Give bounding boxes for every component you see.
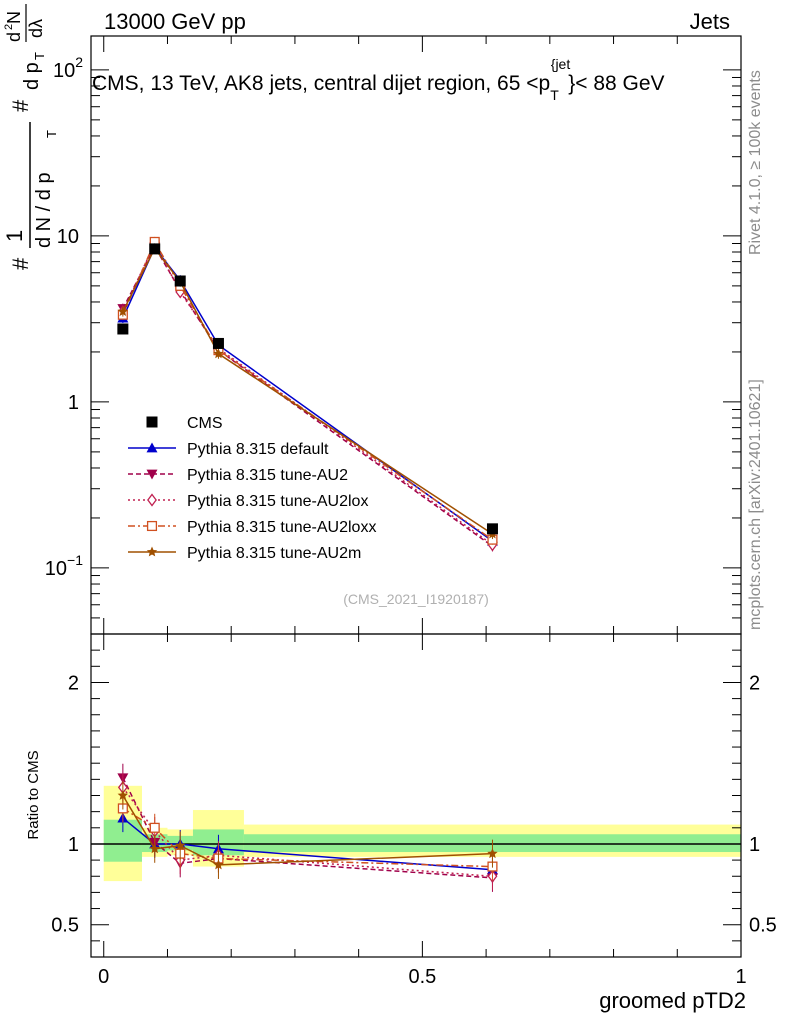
legend: CMS Pythia 8.315 default Pythia 8.315 tune… [128, 415, 376, 562]
ratio-series-line [122, 786, 493, 878]
y-tick-label: 0.5 [51, 915, 79, 937]
main-y-axis-label: # 1 d N / d p T # d p T d 2 N dλ [2, 4, 59, 270]
ratio-panel-axes: 0 0.5 1 0.5 0.5 1 1 2 2 [51, 633, 777, 988]
ratio-series-point [149, 843, 160, 854]
y-tick-label: 1 [68, 392, 79, 414]
y-tick-label: 10−1 [45, 552, 83, 580]
y-tick-label: 102 [53, 54, 83, 82]
series-point [117, 306, 129, 316]
ratio-series-point [487, 848, 498, 859]
rivet-version-label: Rivet 4.1.0, ≥ 100k events [747, 70, 764, 255]
y-tick-label: 1 [68, 834, 79, 856]
analysis-watermark: (CMS_2021_I1920187) [343, 591, 489, 607]
y-tick-label: 2 [68, 672, 79, 694]
ylabel-dpt: d p [21, 62, 43, 90]
x-tick-label: 0 [98, 966, 109, 988]
header-jets: Jets [690, 9, 730, 34]
ratio-y-axis-label: Ratio to CMS [25, 750, 42, 839]
y-tick-label-right: 2 [749, 672, 760, 694]
main-title: CMS, 13 TeV, AK8 jets, central dijet reg… [92, 56, 665, 103]
ratio-series-point [175, 840, 186, 850]
ratio-series-point [149, 822, 160, 833]
legend-label: CMS [187, 415, 223, 432]
ratio-uncertainty-bands [91, 785, 742, 882]
title-prefix: CMS, 13 TeV, AK8 jets, central dijet reg… [92, 72, 550, 95]
series-point [213, 348, 224, 359]
title-sub: T [550, 87, 559, 103]
legend-marker [146, 442, 158, 453]
main-panel-series [117, 236, 498, 552]
cms-data-point [149, 243, 161, 255]
ylabel-hash2: # [8, 99, 33, 112]
ylabel-one: 1 [2, 230, 27, 242]
ylabel-dlambda: dλ [26, 19, 46, 38]
ratio-panel-series [117, 763, 498, 892]
ratio-series-point [117, 790, 129, 800]
main-panel-axes: 10−1 1 10 102 [45, 35, 742, 635]
title-sup: {jet [551, 56, 571, 72]
x-tick-label: 1 [735, 966, 746, 988]
legend-marker [146, 469, 158, 480]
ratio-series-point [213, 859, 224, 870]
cms-data-point [117, 323, 129, 335]
legend-marker [147, 493, 157, 507]
x-tick-label: 0.5 [408, 966, 436, 988]
legend-label: Pythia 8.315 tune-AU2 [187, 467, 348, 484]
header-energy: 13000 GeV pp [104, 9, 246, 34]
ylabel-denominator-sub: T [44, 130, 59, 138]
ylabel-d2-exp: 2 [3, 24, 15, 30]
y-tick-label-right: 0.5 [749, 915, 777, 937]
ylabel-hash1: # [8, 257, 33, 270]
legend-marker [146, 546, 158, 557]
legend-label: Pythia 8.315 default [187, 441, 329, 458]
ratio-frame [90, 633, 742, 958]
legend-label: Pythia 8.315 tune-AU2loxx [187, 519, 376, 536]
mcplots-label: mcplots.cern.ch [arXiv:2401.10621] [747, 379, 764, 630]
cms-data-point [212, 337, 224, 349]
ylabel-denominator: d N / d p [33, 172, 55, 248]
ylabel-d2: d [4, 32, 24, 42]
x-axis-label: groomed pTD2 [599, 988, 746, 1013]
cms-data-point [174, 275, 186, 287]
legend-label: Pythia 8.315 tune-AU2m [187, 545, 361, 562]
legend-marker [146, 520, 158, 532]
cms-data-point [486, 523, 498, 535]
ylabel-dpt-sub: T [32, 52, 47, 60]
y-tick-label-right: 1 [749, 834, 760, 856]
y-tick-label: 10 [57, 226, 79, 248]
title-suffix: }< 88 GeV [568, 72, 664, 95]
legend-label: Pythia 8.315 tune-AU2lox [187, 493, 368, 510]
legend-marker [146, 416, 158, 428]
ylabel-n: N [4, 11, 24, 24]
